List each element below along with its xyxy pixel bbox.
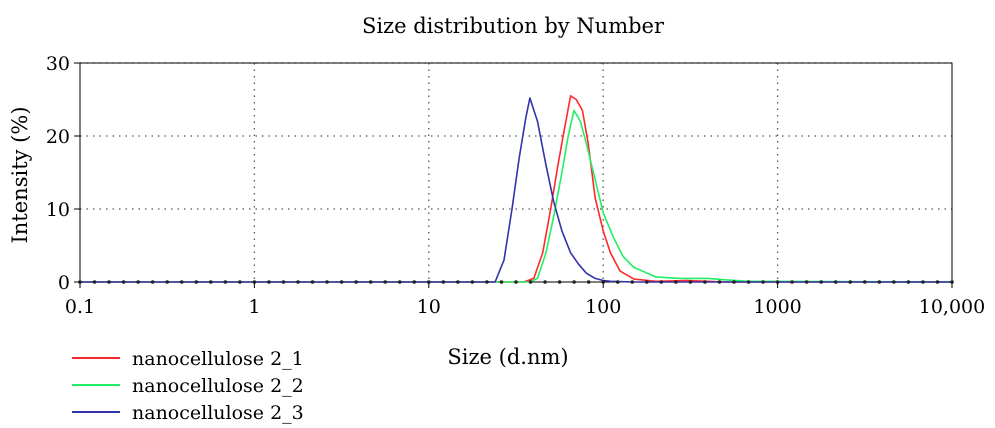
series-layer: [78, 95, 954, 284]
baseline-point: [746, 280, 751, 284]
baseline-point: [877, 280, 882, 284]
baseline-point: [921, 280, 925, 284]
baseline-point: [892, 280, 896, 284]
baseline-point: [281, 280, 286, 284]
baseline-point: [209, 280, 213, 284]
x-axis-ticks: 0.1 1 10 100 1000 10,000: [65, 282, 985, 318]
series-line-3: [80, 97, 952, 283]
x-tick-label: 0.1: [65, 296, 95, 318]
baseline-point: [310, 280, 315, 284]
baseline-point: [543, 280, 547, 284]
baseline-point: [354, 280, 358, 284]
legend: nanocellulose 2_1 nanocellulose 2_2nanoce…: [72, 348, 304, 424]
baseline-point: [717, 280, 722, 284]
baseline-point: [848, 280, 853, 284]
baseline-point: [150, 280, 155, 284]
baseline-point: [107, 280, 111, 284]
baseline-point: [368, 280, 373, 284]
baseline-point: [645, 280, 649, 284]
baseline-point: [761, 280, 765, 284]
baseline-point: [499, 280, 504, 284]
baseline-point: [339, 280, 344, 284]
baseline-point: [935, 280, 940, 284]
y-tick-label: 30: [46, 53, 70, 75]
legend-label-1: nanocellulose 2_1: [132, 348, 304, 370]
baseline-point: [863, 280, 867, 284]
x-axis-label: Size (d.nm): [447, 345, 568, 369]
baseline-point: [804, 280, 809, 284]
baseline-point: [179, 280, 184, 284]
series-line-2: [80, 109, 953, 283]
baseline-point: [485, 280, 489, 284]
y-axis-ticks: 0 10 20 30: [46, 53, 80, 294]
baseline-point: [121, 280, 126, 284]
baseline-point: [325, 280, 329, 284]
baseline-point: [296, 280, 300, 284]
baseline-point: [412, 280, 417, 284]
baseline-point: [383, 280, 388, 284]
baseline-point: [659, 280, 664, 284]
baseline-point: [238, 280, 242, 284]
x-tick-label: 10,000: [919, 296, 985, 318]
y-tick-label: 20: [46, 126, 70, 148]
baseline-point: [615, 280, 620, 284]
baseline-point: [528, 280, 533, 284]
baseline-point: [572, 280, 576, 284]
baseline-point: [136, 280, 140, 284]
baseline-point: [514, 280, 518, 284]
baseline-point: [456, 280, 460, 284]
baseline-point: [441, 280, 446, 284]
baseline-point: [833, 280, 838, 284]
baseline-point: [819, 280, 823, 284]
baseline-point: [630, 280, 635, 284]
y-axis-label: Intensity (%): [8, 106, 32, 243]
chart-title: Size distribution by Number: [362, 14, 665, 38]
baseline-point: [790, 280, 794, 284]
plot-area-frame: [79, 62, 953, 283]
baseline-point: [703, 280, 707, 284]
baseline-point: [732, 280, 736, 284]
baseline-point: [223, 280, 228, 284]
x-tick-label: 100: [585, 296, 621, 318]
baseline-point: [92, 280, 97, 284]
baseline-point: [194, 280, 199, 284]
baseline-point: [906, 280, 911, 284]
y-tick-label: 10: [46, 199, 70, 221]
series-line-1: [80, 95, 952, 283]
baseline-point: [397, 280, 402, 284]
y-tick-label: 0: [58, 272, 70, 294]
baseline-point: [557, 280, 562, 284]
baseline-point: [165, 280, 169, 284]
baseline-point: [688, 280, 693, 284]
baseline-point: [470, 280, 475, 284]
baseline-point: [674, 280, 678, 284]
grid-lines: [80, 62, 952, 282]
legend-label-3: nanocellulose 2_3: [132, 402, 304, 424]
baseline-point: [586, 280, 591, 284]
x-tick-label: 10: [417, 296, 441, 318]
legend-label-2: nanocellulose 2_2: [132, 375, 304, 397]
x-tick-label: 1000: [753, 296, 801, 318]
baseline-point: [267, 280, 271, 284]
x-tick-label: 1: [248, 296, 260, 318]
